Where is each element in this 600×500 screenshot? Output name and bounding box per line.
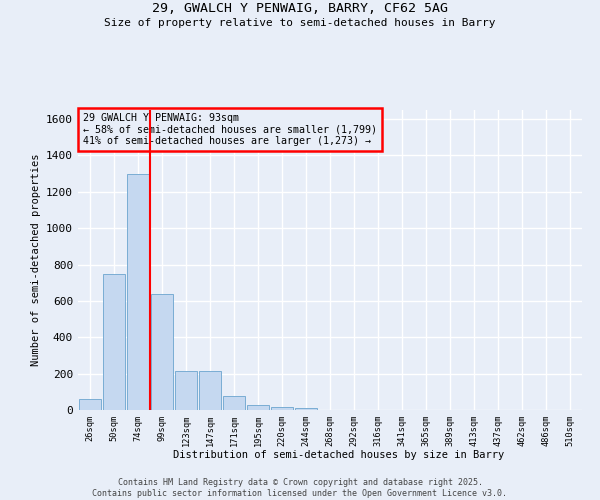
Text: Contains HM Land Registry data © Crown copyright and database right 2025.
Contai: Contains HM Land Registry data © Crown c… <box>92 478 508 498</box>
Bar <box>103 274 125 410</box>
Bar <box>151 294 173 410</box>
Text: 29, GWALCH Y PENWAIG, BARRY, CF62 5AG: 29, GWALCH Y PENWAIG, BARRY, CF62 5AG <box>152 2 448 16</box>
Bar <box>247 406 269 410</box>
Text: 29 GWALCH Y PENWAIG: 93sqm
← 58% of semi-detached houses are smaller (1,799)
41%: 29 GWALCH Y PENWAIG: 93sqm ← 58% of semi… <box>83 113 377 146</box>
Bar <box>199 371 221 410</box>
Bar <box>295 408 317 410</box>
Text: Distribution of semi-detached houses by size in Barry: Distribution of semi-detached houses by … <box>173 450 505 460</box>
Bar <box>271 408 293 410</box>
Bar <box>223 396 245 410</box>
Bar <box>175 371 197 410</box>
Bar <box>79 399 101 410</box>
Bar <box>127 174 149 410</box>
Y-axis label: Number of semi-detached properties: Number of semi-detached properties <box>31 154 41 366</box>
Text: Size of property relative to semi-detached houses in Barry: Size of property relative to semi-detach… <box>104 18 496 28</box>
